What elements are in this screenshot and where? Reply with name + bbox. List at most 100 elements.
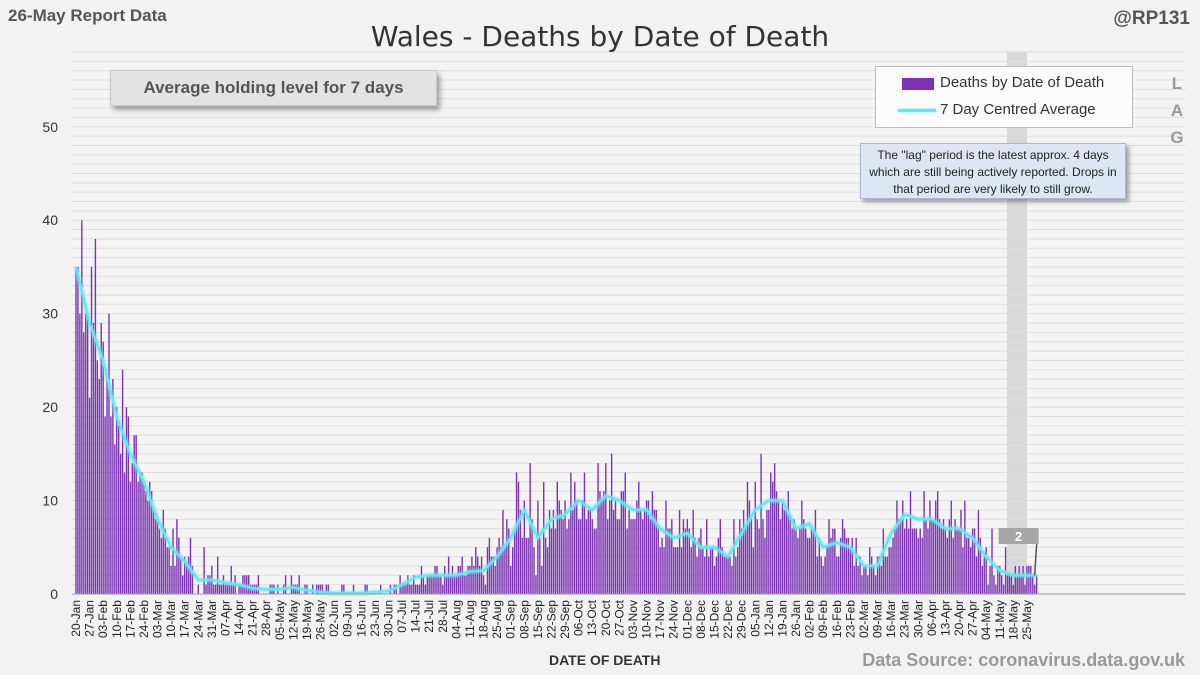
bar xyxy=(480,556,483,594)
bar xyxy=(312,584,314,594)
bar xyxy=(713,565,716,594)
bar xyxy=(504,547,506,594)
x-tick-label: 08-Dec xyxy=(694,600,708,639)
bar xyxy=(222,575,225,594)
bar xyxy=(207,575,209,594)
bar xyxy=(432,575,434,594)
bar xyxy=(81,220,83,594)
bar xyxy=(919,528,921,594)
bar xyxy=(150,491,153,594)
bar xyxy=(562,519,564,594)
bar xyxy=(453,575,456,594)
bar xyxy=(834,528,836,594)
bar xyxy=(341,584,343,594)
bar xyxy=(820,556,822,594)
bar xyxy=(748,500,751,594)
bar xyxy=(110,416,112,594)
bar xyxy=(787,491,789,594)
x-tick-label: 23-Mar xyxy=(898,600,912,638)
x-tick-label: 02-Feb xyxy=(803,600,817,638)
bar xyxy=(112,379,114,594)
bar xyxy=(523,500,526,594)
bar xyxy=(989,565,991,594)
bar xyxy=(224,584,227,594)
bar xyxy=(531,519,533,594)
bar xyxy=(702,547,704,594)
bar xyxy=(121,369,124,594)
bar xyxy=(1014,565,1017,594)
bar xyxy=(783,509,786,594)
bar xyxy=(838,556,840,594)
twitter-handle: @RP131 xyxy=(1113,8,1190,29)
bar xyxy=(257,575,260,594)
x-tick-label: 11-May xyxy=(993,600,1007,639)
bar xyxy=(226,584,229,594)
legend-bar-swatch xyxy=(902,78,934,90)
bar xyxy=(764,537,766,594)
bar xyxy=(172,528,174,594)
bar xyxy=(127,416,130,594)
bar xyxy=(861,575,863,594)
y-tick-label: 40 xyxy=(42,212,58,228)
bar xyxy=(758,528,760,594)
x-tick-label: 19-May xyxy=(300,600,314,640)
bar xyxy=(870,556,873,594)
bar xyxy=(414,584,417,594)
x-tick-label: 05-May xyxy=(273,600,287,640)
x-tick-label: 20-Oct xyxy=(599,599,613,636)
bar xyxy=(869,547,871,594)
bar xyxy=(826,547,828,594)
bar xyxy=(442,584,444,594)
bar xyxy=(678,509,681,594)
bar xyxy=(482,575,485,594)
bar xyxy=(477,556,479,594)
bar xyxy=(822,565,824,594)
bar xyxy=(667,528,669,594)
bar xyxy=(643,509,646,594)
bar xyxy=(929,500,931,594)
bar xyxy=(886,556,888,594)
bar xyxy=(641,519,644,594)
bar xyxy=(997,565,999,594)
bar xyxy=(768,509,770,594)
bar xyxy=(684,528,687,594)
bar xyxy=(954,519,956,594)
bar xyxy=(519,509,522,594)
bar xyxy=(628,509,630,594)
bar xyxy=(467,565,469,594)
bar xyxy=(319,584,322,594)
bar xyxy=(88,397,91,594)
bar xyxy=(915,528,918,594)
bar xyxy=(892,537,894,594)
bar xyxy=(766,509,768,594)
bar xyxy=(880,565,883,594)
bar xyxy=(137,481,139,594)
bar xyxy=(420,565,423,594)
bar xyxy=(872,565,875,594)
bar xyxy=(1020,575,1022,594)
x-tick-label: 03-Nov xyxy=(626,600,640,639)
average-holding-note: Average holding level for 7 days xyxy=(110,70,437,106)
y-tick-label: 50 xyxy=(42,119,58,135)
bar xyxy=(723,556,725,594)
callout-box xyxy=(998,528,1039,544)
bar xyxy=(878,556,881,594)
bar xyxy=(445,575,448,594)
bar xyxy=(849,547,852,594)
bar xyxy=(178,537,180,594)
bar xyxy=(459,565,461,594)
bar xyxy=(682,519,685,594)
bar xyxy=(568,519,570,594)
bar xyxy=(513,528,516,594)
bar xyxy=(593,528,595,594)
bar xyxy=(983,556,985,594)
bar xyxy=(673,547,675,594)
bar xyxy=(529,463,531,594)
bar xyxy=(731,565,733,594)
bar xyxy=(440,575,442,594)
bar xyxy=(843,528,846,594)
lag-letter-a: A xyxy=(1170,101,1184,120)
bar xyxy=(605,463,607,594)
bar xyxy=(696,556,698,594)
legend-item-bars: Deaths by Date of Death xyxy=(876,71,1132,97)
